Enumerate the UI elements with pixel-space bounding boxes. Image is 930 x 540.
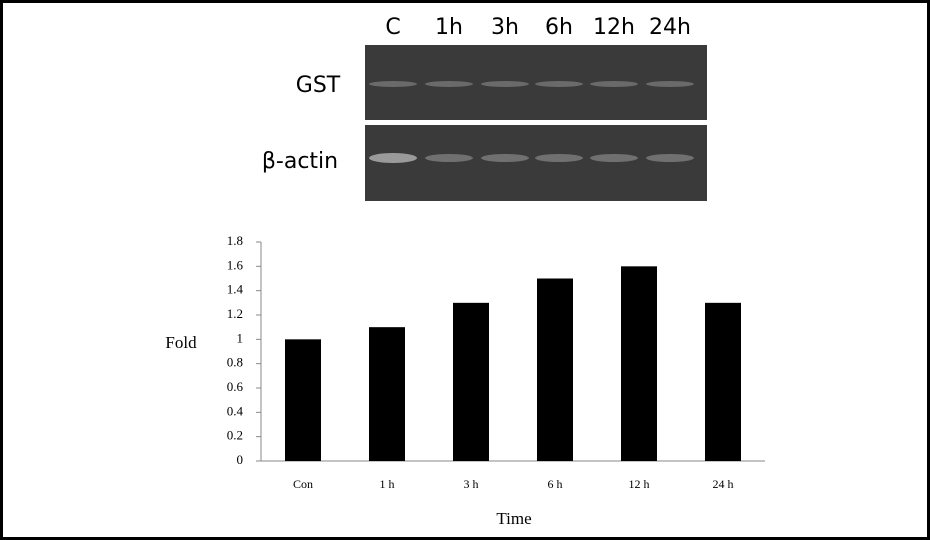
gel-band bbox=[369, 153, 417, 163]
y-tick-label: 0.4 bbox=[227, 403, 244, 418]
gel-band bbox=[590, 81, 638, 87]
x-tick-label: 12 h bbox=[629, 477, 650, 491]
y-tick-label: 1.2 bbox=[227, 306, 243, 321]
bar bbox=[453, 302, 489, 461]
gel-lane-label: 3h bbox=[491, 15, 519, 40]
x-tick-label: 24 h bbox=[713, 477, 734, 491]
gel-panel bbox=[365, 125, 707, 201]
gel-lane-label: 6h bbox=[545, 15, 573, 40]
x-tick-label: Con bbox=[293, 477, 313, 491]
y-tick-label: 1 bbox=[237, 330, 244, 345]
gel-lane-label: 1h bbox=[435, 15, 463, 40]
y-tick-label: 1.6 bbox=[227, 257, 244, 272]
bar bbox=[705, 302, 741, 461]
gel-band bbox=[481, 81, 529, 87]
bar bbox=[285, 339, 321, 461]
gel-band bbox=[535, 154, 583, 162]
bar bbox=[621, 266, 657, 461]
gel-row-label: GST bbox=[296, 73, 341, 98]
gel-lane-label: 24h bbox=[649, 15, 691, 40]
y-tick-label: 1.8 bbox=[227, 233, 243, 248]
gel-row-label: β-actin bbox=[262, 149, 338, 174]
gel-lane-label: 12h bbox=[593, 15, 635, 40]
y-tick-label: 1.4 bbox=[227, 282, 244, 297]
gel-band bbox=[425, 81, 473, 87]
gel-band bbox=[590, 154, 638, 162]
y-tick-label: 0 bbox=[237, 452, 244, 467]
y-tick-label: 0.2 bbox=[227, 428, 243, 443]
gel-band bbox=[425, 154, 473, 162]
bar bbox=[537, 278, 573, 461]
gel-band bbox=[646, 154, 694, 162]
x-axis-label: Time bbox=[496, 509, 531, 528]
x-tick-label: 6 h bbox=[548, 477, 563, 491]
gel-band bbox=[646, 81, 694, 87]
y-tick-label: 0.8 bbox=[227, 355, 243, 370]
bar bbox=[369, 327, 405, 461]
gel-lane-label: C bbox=[385, 15, 400, 40]
gel-band bbox=[481, 154, 529, 162]
y-axis-label: Fold bbox=[165, 333, 197, 352]
gel-band bbox=[535, 81, 583, 87]
x-tick-label: 3 h bbox=[464, 477, 479, 491]
x-tick-label: 1 h bbox=[380, 477, 395, 491]
y-tick-label: 0.6 bbox=[227, 379, 244, 394]
gel-band bbox=[369, 81, 417, 87]
